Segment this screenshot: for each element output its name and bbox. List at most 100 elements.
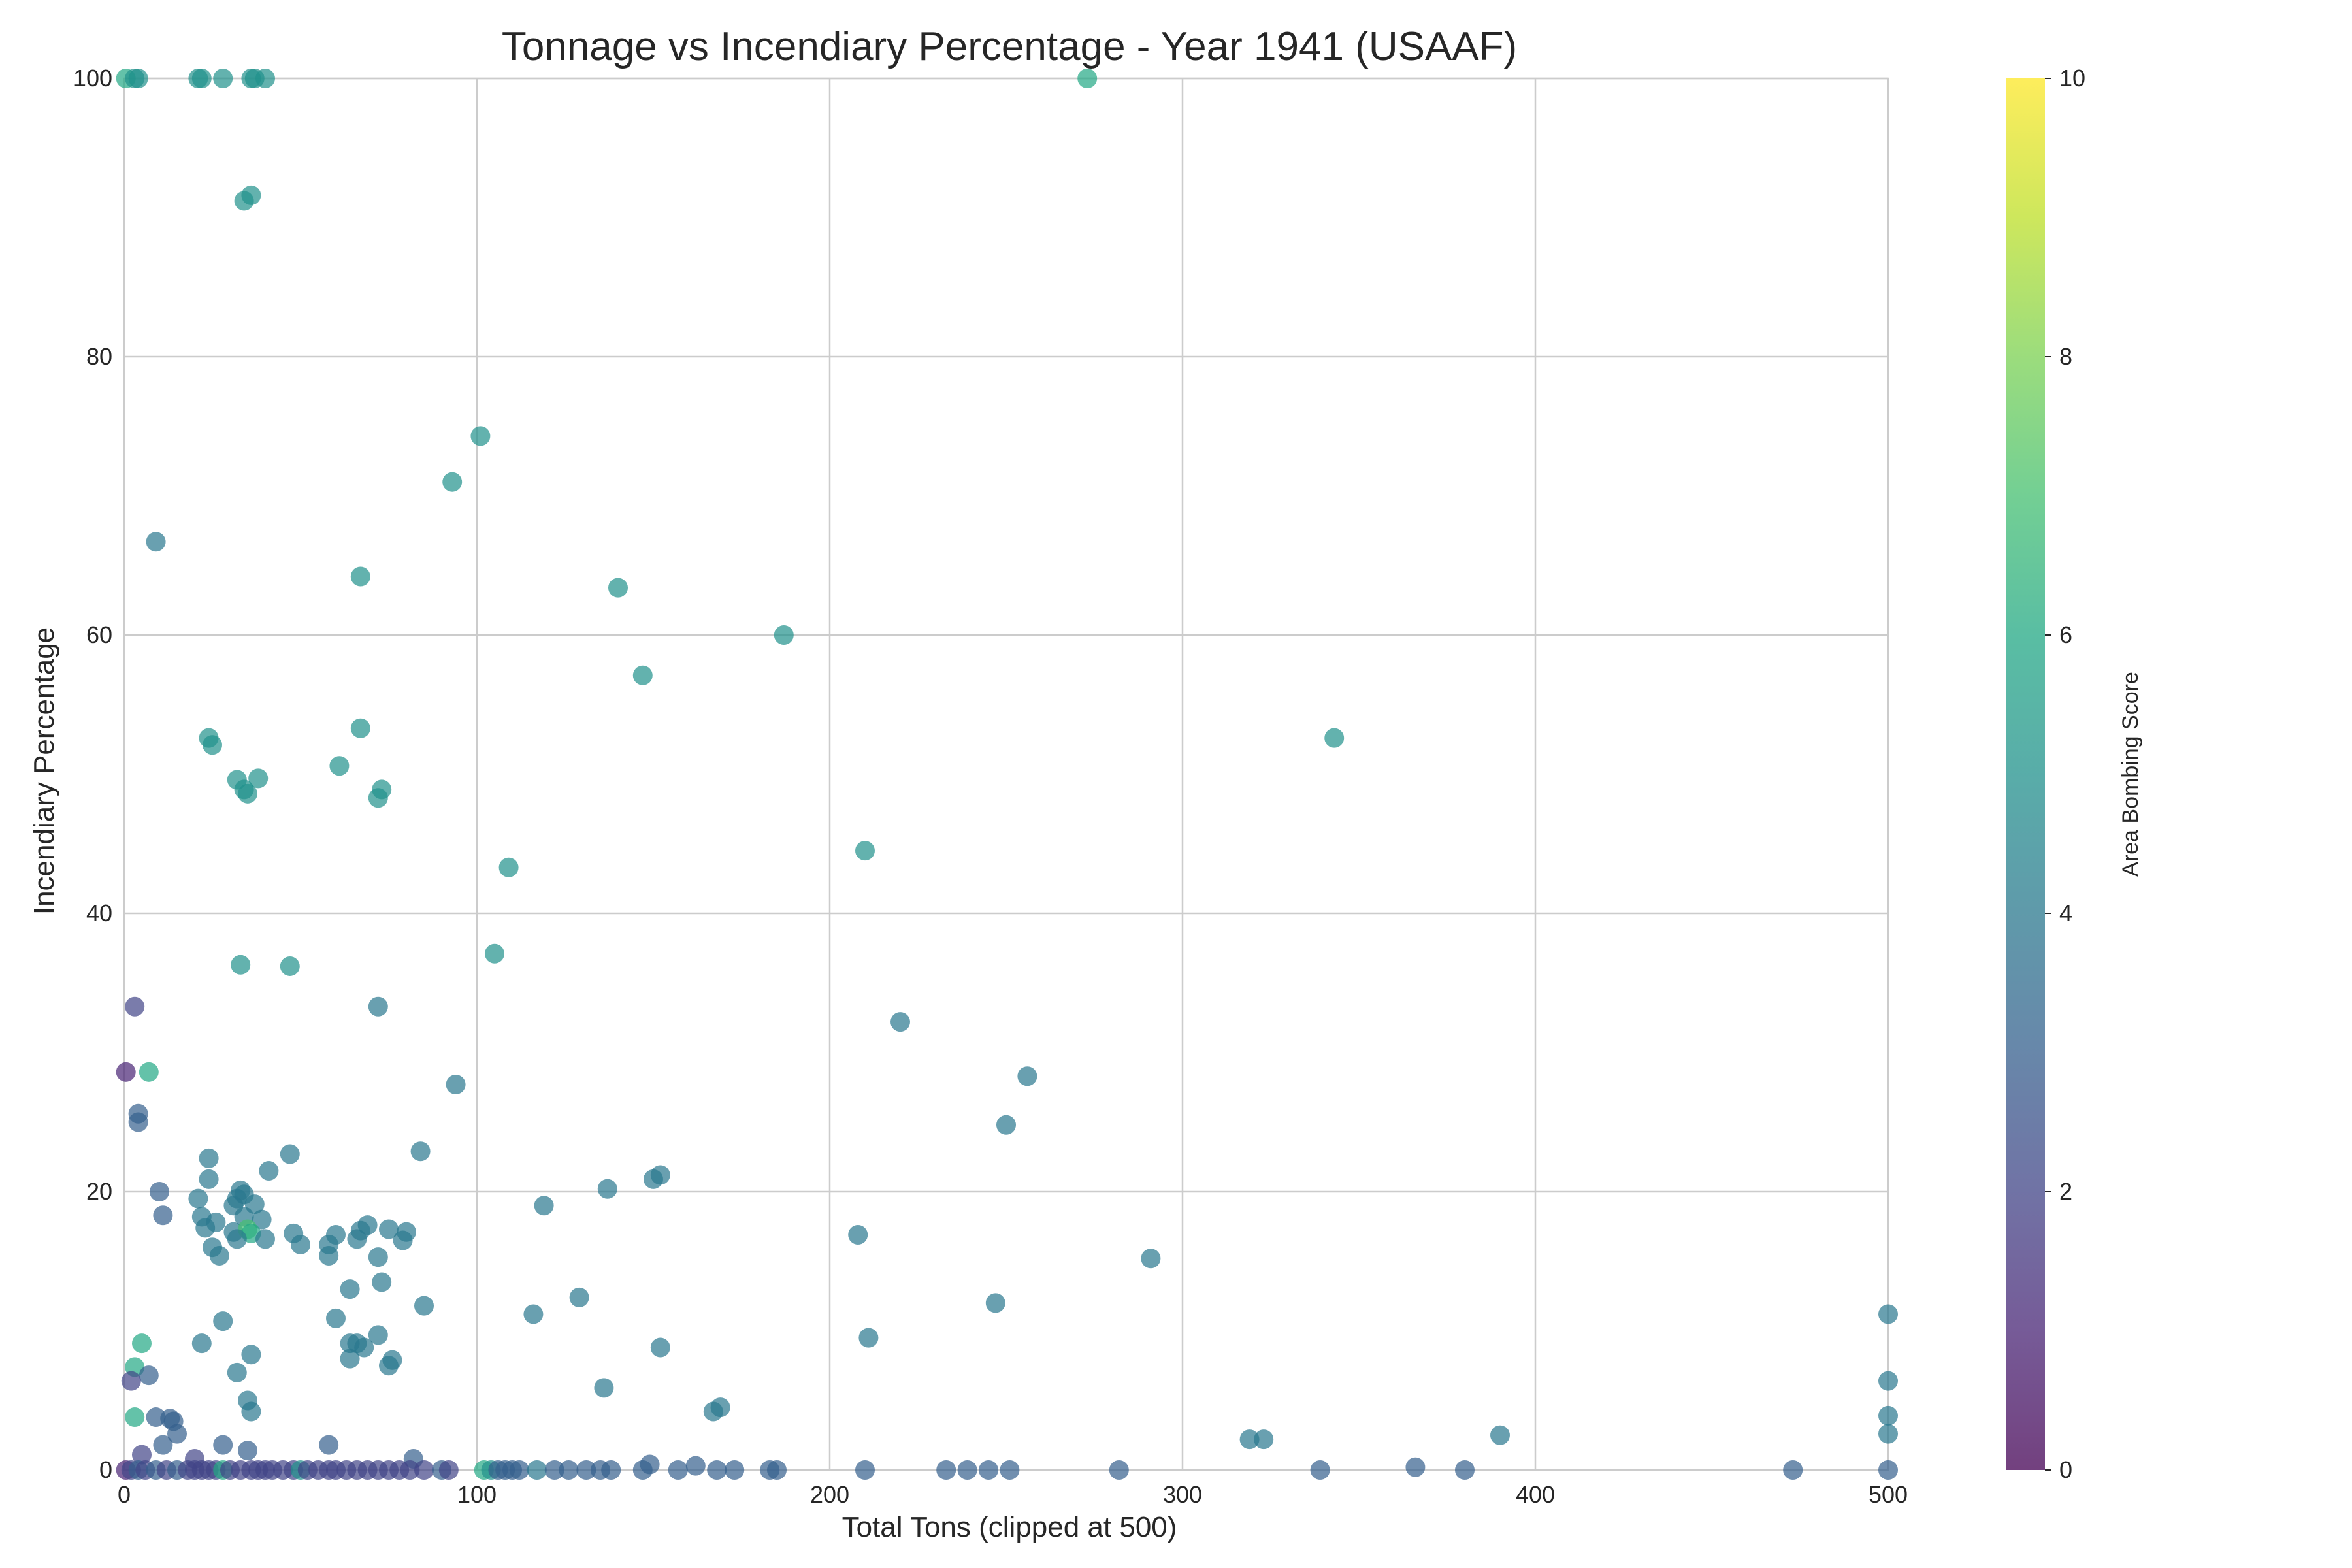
y-tick-label: 20 [86, 1178, 112, 1205]
data-point [1324, 728, 1345, 748]
data-point [438, 1460, 459, 1480]
data-point [650, 1337, 670, 1358]
data-point [470, 426, 491, 446]
data-point [523, 1304, 544, 1324]
data-point [255, 1229, 275, 1249]
data-point [442, 472, 463, 492]
data-point [248, 768, 269, 789]
colorbar-tick-label: 6 [2059, 621, 2072, 648]
data-point [213, 1311, 233, 1331]
chart-title: Tonnage vs Incendiary Percentage - Year … [502, 24, 1517, 69]
data-point [1405, 1457, 1426, 1477]
data-point [227, 1229, 247, 1249]
data-point [400, 1460, 420, 1480]
data-point [234, 191, 254, 211]
data-point [1141, 1249, 1161, 1269]
data-point [280, 956, 300, 976]
data-point [188, 1188, 208, 1209]
data-point [121, 1371, 141, 1391]
data-point [576, 1460, 596, 1480]
data-point [150, 1182, 169, 1201]
data-point [252, 1209, 272, 1230]
data-point [319, 1435, 339, 1455]
data-point [350, 718, 370, 738]
data-point [1878, 1371, 1898, 1391]
data-point [191, 69, 212, 88]
data-point [241, 1345, 261, 1365]
data-point [280, 1144, 300, 1164]
data-point [139, 1365, 159, 1386]
y-tick-label: 0 [99, 1456, 112, 1483]
x-tick-label: 300 [1163, 1481, 1202, 1508]
data-point [1783, 1460, 1803, 1480]
grid-lines [123, 77, 1889, 1471]
data-point [855, 1460, 875, 1480]
data-point [340, 1279, 360, 1299]
data-point [132, 1445, 152, 1465]
data-point [231, 955, 251, 975]
data-point [1878, 1424, 1898, 1444]
x-tick-labels: 0 100 200 300 400 500 [118, 1481, 1908, 1508]
data-point [350, 566, 370, 587]
plot-area: 0 100 200 300 400 500 0 20 40 60 80 100 [73, 65, 1908, 1508]
colorbar-tick-label: 8 [2059, 343, 2072, 370]
data-point [668, 1460, 688, 1480]
data-point [485, 943, 504, 964]
data-point [291, 1234, 310, 1254]
data-point [1017, 1066, 1037, 1086]
x-tick-label: 0 [118, 1481, 131, 1508]
data-point [213, 69, 233, 88]
data-point [139, 1062, 159, 1082]
data-point [340, 1348, 360, 1369]
data-point [527, 1460, 547, 1480]
data-point [725, 1460, 745, 1480]
data-point [393, 1230, 413, 1250]
data-point [957, 1460, 977, 1480]
data-point [858, 1328, 879, 1348]
data-point [206, 1212, 226, 1232]
data-point [890, 1012, 910, 1032]
data-point [259, 1161, 279, 1181]
data-point [644, 1169, 663, 1189]
data-point [774, 625, 794, 645]
y-tick-label: 40 [86, 900, 112, 926]
data-points [116, 69, 1898, 1480]
data-point [1000, 1460, 1020, 1480]
data-point [414, 1460, 434, 1480]
data-point [855, 841, 875, 861]
data-point [1490, 1425, 1510, 1445]
data-point [410, 1141, 431, 1162]
y-tick-label: 100 [73, 65, 112, 91]
data-point [446, 1074, 466, 1094]
data-point [368, 788, 388, 808]
data-point [767, 1460, 787, 1480]
data-point [326, 1308, 346, 1328]
data-point [379, 1219, 399, 1239]
data-point [209, 1245, 229, 1266]
data-point [213, 1435, 233, 1455]
data-point [1455, 1460, 1475, 1480]
data-point [985, 1293, 1005, 1313]
colorbar-tick-label: 0 [2059, 1456, 2072, 1483]
data-point [227, 1362, 247, 1382]
data-point [559, 1460, 579, 1480]
colorbar-label: Area Bombing Score [2118, 672, 2143, 877]
data-point [354, 1337, 374, 1358]
data-point [238, 1441, 257, 1461]
x-tick-label: 200 [810, 1481, 849, 1508]
data-point [199, 1169, 219, 1189]
data-point [128, 1112, 148, 1132]
data-point [368, 1325, 388, 1345]
data-point [569, 1287, 589, 1307]
data-point [640, 1454, 660, 1475]
data-point [128, 69, 148, 88]
data-point [203, 735, 222, 755]
data-point [414, 1296, 434, 1316]
data-point [1878, 1460, 1898, 1480]
colorbar-tick-label: 2 [2059, 1178, 2072, 1205]
y-tick-label: 60 [86, 621, 112, 648]
data-point [191, 1333, 212, 1354]
colorbar-tick-label: 4 [2059, 900, 2072, 926]
data-point [707, 1460, 727, 1480]
